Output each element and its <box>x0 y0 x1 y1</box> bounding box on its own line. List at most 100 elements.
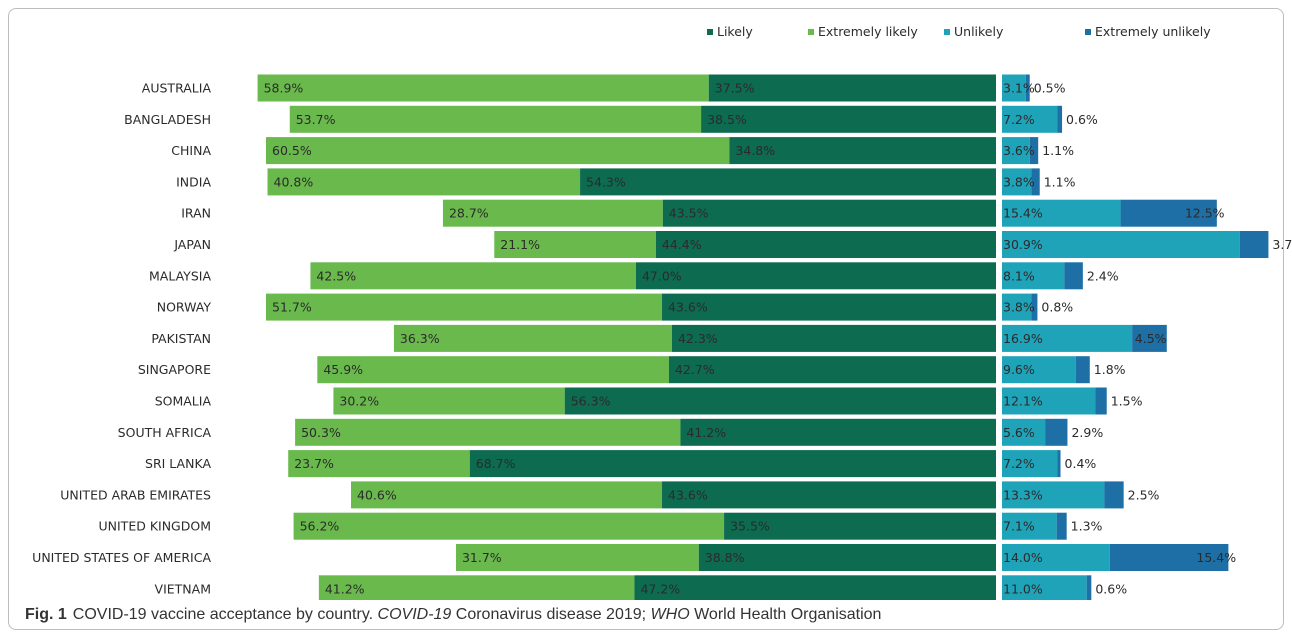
label-unlikely-pakistan: 16.9% <box>1003 331 1043 346</box>
bar-extremely-unlikely-united-states-of-america <box>1109 544 1229 571</box>
bar-extremely-likely-somalia <box>333 387 565 415</box>
bar-extremely-likely-japan <box>494 231 656 258</box>
bar-extremely-unlikely-norway <box>1031 293 1038 321</box>
caption-abbr-1: COVID-19 <box>377 606 452 623</box>
label-likely-japan: 44.4% <box>662 237 702 252</box>
bar-unlikely-bangladesh <box>1002 105 1058 133</box>
label-extremely-likely-pakistan: 36.3% <box>400 331 440 346</box>
label-extremely-unlikely-norway: 0.8% <box>1041 300 1073 315</box>
category-label-united-states-of-america: UNITED STATES OF AMERICA <box>32 550 211 565</box>
label-extremely-likely-norway: 51.7% <box>272 300 312 315</box>
label-unlikely-norway: 3.8% <box>1003 300 1035 315</box>
label-unlikely-malaysia: 8.1% <box>1003 268 1035 283</box>
bar-extremely-likely-iran <box>442 199 663 227</box>
label-likely-india: 54.3% <box>586 174 626 189</box>
label-extremely-likely-malaysia: 42.5% <box>316 268 356 283</box>
bar-unlikely-pakistan <box>1002 324 1133 352</box>
label-extremely-likely-india: 40.8% <box>274 174 314 189</box>
label-likely-united-arab-emirates: 43.6% <box>668 487 708 502</box>
category-label-bangladesh: BANGLADESH <box>124 112 211 127</box>
legend-swatch-extremely-unlikely <box>1085 29 1091 35</box>
bar-extremely-likely-united-arab-emirates <box>351 481 663 509</box>
category-label-united-arab-emirates: UNITED ARAB EMIRATES <box>60 487 211 502</box>
legend-label-extremely-likely: Extremely likely <box>818 24 918 39</box>
bar-extremely-unlikely-india <box>1031 168 1040 196</box>
label-likely-sri-lanka: 68.7% <box>476 456 516 471</box>
bar-extremely-likely-sri-lanka <box>288 450 470 478</box>
label-likely-australia: 37.5% <box>715 81 755 96</box>
category-label-norway: NORWAY <box>157 300 212 315</box>
bar-likely-malaysia <box>635 262 996 290</box>
caption-text-1: COVID-19 vaccine acceptance by country. <box>72 606 378 623</box>
label-extremely-likely-somalia: 30.2% <box>339 394 379 409</box>
bar-extremely-unlikely-united-arab-emirates <box>1104 481 1124 509</box>
label-extremely-unlikely-united-kingdom: 1.3% <box>1071 519 1103 534</box>
label-extremely-unlikely-singapore: 1.8% <box>1094 362 1126 377</box>
bar-unlikely-china <box>1002 137 1030 165</box>
bar-likely-singapore <box>668 356 996 384</box>
bar-extremely-likely-norway <box>266 293 663 321</box>
category-label-singapore: SINGAPORE <box>138 362 211 377</box>
bar-unlikely-japan <box>1002 231 1240 258</box>
bar-extremely-unlikely-pakistan <box>1132 324 1167 352</box>
bar-unlikely-united-kingdom <box>1002 512 1057 540</box>
category-label-united-kingdom: UNITED KINGDOM <box>99 519 212 534</box>
bar-extremely-likely-pakistan <box>393 324 672 352</box>
label-likely-china: 34.8% <box>735 143 775 158</box>
bar-extremely-unlikely-australia <box>1025 74 1030 102</box>
bar-extremely-unlikely-malaysia <box>1064 262 1083 290</box>
category-label-iran: IRAN <box>181 206 211 221</box>
label-extremely-unlikely-vietnam: 0.6% <box>1095 581 1127 596</box>
label-unlikely-india: 3.8% <box>1003 174 1035 189</box>
category-label-malaysia: MALAYSIA <box>149 268 211 283</box>
bar-extremely-likely-malaysia <box>310 262 636 290</box>
label-extremely-unlikely-malaysia: 2.4% <box>1087 268 1119 283</box>
bar-likely-somalia <box>564 387 996 415</box>
vaccine-acceptance-chart: AUSTRALIA 58.9% 37.5% 3.1%0.5% BANGLADESH 53.… <box>32 24 1292 600</box>
caption-text-3: World Health Organisation <box>689 606 882 623</box>
bar-unlikely-iran <box>1002 199 1121 227</box>
label-likely-somalia: 56.3% <box>571 394 611 409</box>
label-extremely-unlikely-china: 1.1% <box>1042 143 1074 158</box>
label-extremely-unlikely-iran: 12.5% <box>1185 206 1225 221</box>
bar-extremely-unlikely-china <box>1029 137 1039 165</box>
label-extremely-likely-united-states-of-america: 31.7% <box>462 550 502 565</box>
bar-unlikely-sri-lanka <box>1002 450 1058 478</box>
category-label-sri-lanka: SRI LANKA <box>145 456 211 471</box>
bar-extremely-unlikely-somalia <box>1095 387 1107 415</box>
label-unlikely-china: 3.6% <box>1003 143 1035 158</box>
label-unlikely-united-kingdom: 7.1% <box>1003 519 1035 534</box>
bar-likely-china <box>729 137 996 165</box>
bar-extremely-unlikely-japan <box>1239 231 1269 258</box>
bar-likely-bangladesh <box>701 105 996 133</box>
bar-extremely-unlikely-singapore <box>1075 356 1090 384</box>
label-unlikely-vietnam: 11.0% <box>1003 581 1043 596</box>
bar-unlikely-india <box>1002 168 1032 196</box>
label-extremely-likely-iran: 28.7% <box>449 206 489 221</box>
category-label-somalia: SOMALIA <box>155 394 212 409</box>
label-likely-south-africa: 41.2% <box>686 425 726 440</box>
label-extremely-likely-south-africa: 50.3% <box>301 425 341 440</box>
bar-unlikely-malaysia <box>1002 262 1065 290</box>
label-extremely-unlikely-bangladesh: 0.6% <box>1066 112 1098 127</box>
label-extremely-likely-united-kingdom: 56.2% <box>300 519 340 534</box>
category-label-japan: JAPAN <box>173 237 211 252</box>
legend-label-likely: Likely <box>717 24 753 39</box>
bar-extremely-unlikely-south-africa <box>1045 418 1068 446</box>
bar-unlikely-australia <box>1002 74 1026 102</box>
bar-likely-iran <box>662 199 996 227</box>
bar-extremely-unlikely-bangladesh <box>1057 105 1063 133</box>
legend-swatch-extremely-likely <box>808 29 814 35</box>
label-extremely-unlikely-india: 1.1% <box>1044 174 1076 189</box>
label-unlikely-bangladesh: 7.2% <box>1003 112 1035 127</box>
label-extremely-unlikely-japan: 3.7% <box>1272 237 1292 252</box>
bar-likely-norway <box>662 293 996 321</box>
bar-extremely-likely-south-africa <box>295 418 681 446</box>
label-unlikely-somalia: 12.1% <box>1003 394 1043 409</box>
bar-likely-australia <box>708 74 996 102</box>
label-extremely-unlikely-south-africa: 2.9% <box>1071 425 1103 440</box>
bar-unlikely-south-africa <box>1002 418 1046 446</box>
legend-swatch-likely <box>707 29 713 35</box>
caption-abbr-2: WHO <box>650 606 690 623</box>
label-unlikely-south-africa: 5.6% <box>1003 425 1035 440</box>
